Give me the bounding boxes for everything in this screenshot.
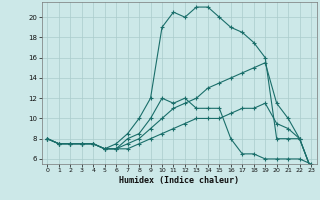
X-axis label: Humidex (Indice chaleur): Humidex (Indice chaleur)	[119, 176, 239, 185]
